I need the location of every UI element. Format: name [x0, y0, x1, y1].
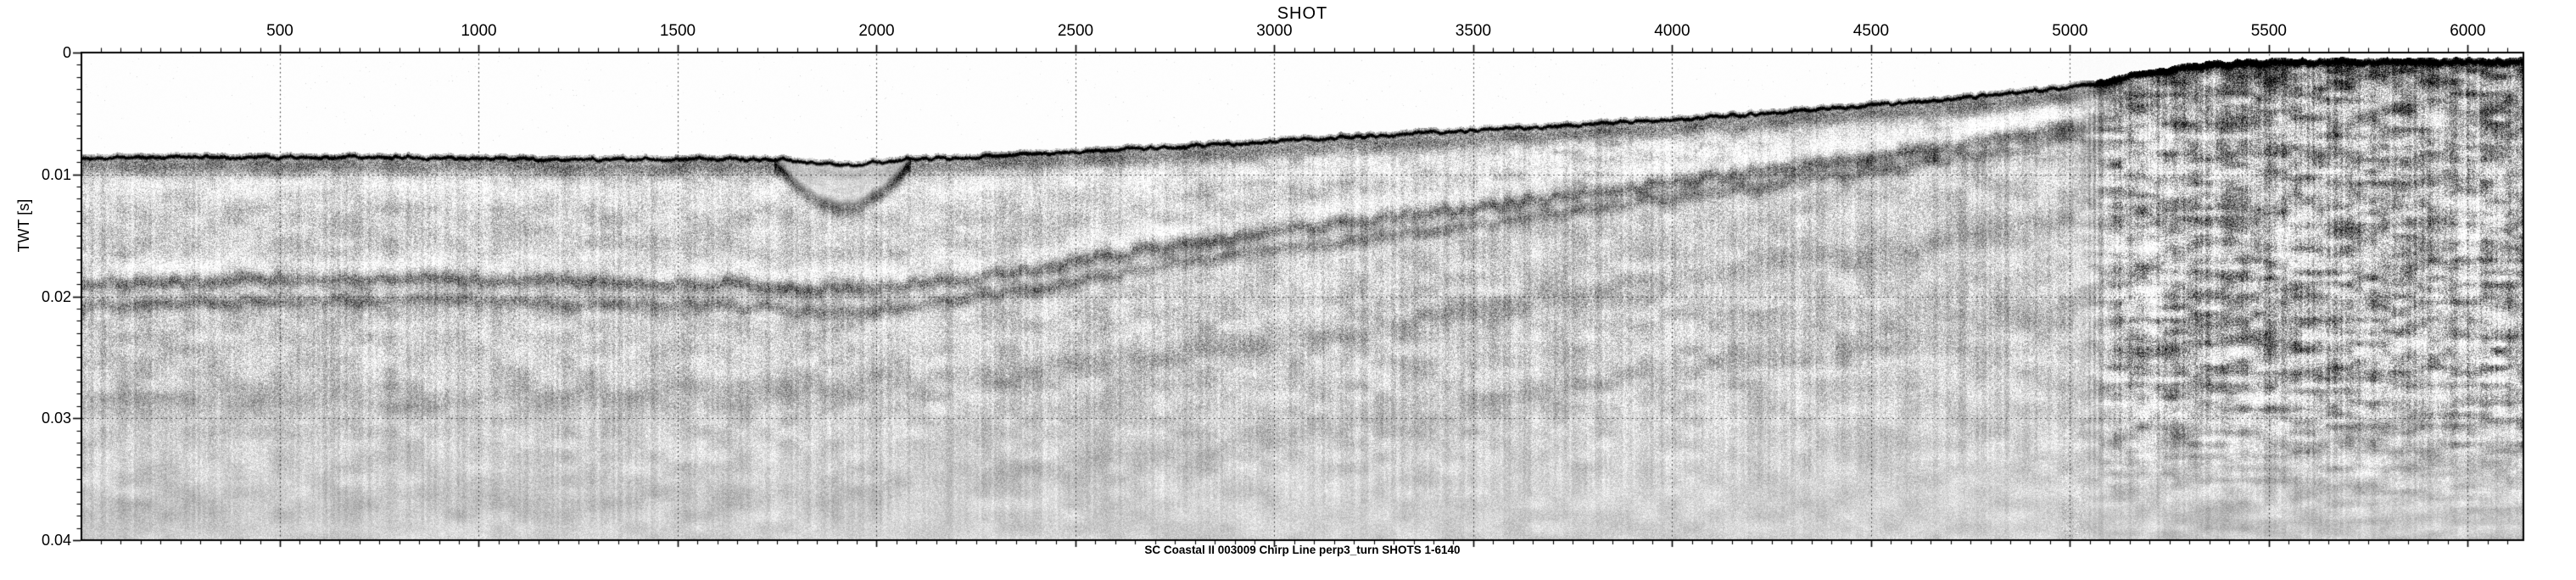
y-tick-label: 0 — [62, 44, 71, 61]
x-tick-label: 3500 — [1455, 22, 1492, 40]
x-tick-label: 1500 — [659, 22, 696, 40]
y-tick-label: 0.02 — [41, 287, 71, 305]
x-tick-label: 2000 — [858, 22, 895, 40]
x-tick-label: 500 — [266, 22, 293, 40]
y-axis-title: TWT [s] — [15, 198, 32, 253]
x-tick-label: 6000 — [2450, 22, 2486, 40]
y-tick-label: 0.01 — [41, 165, 71, 183]
figure-caption: SC Coastal II 003009 Chirp Line perp3_tu… — [1144, 544, 1461, 556]
x-tick-label: 5500 — [2250, 22, 2287, 40]
x-tick-label: 4000 — [1654, 22, 1690, 40]
y-tick-label: 0.03 — [41, 410, 71, 427]
y-tick-label: 0.04 — [41, 532, 71, 549]
x-axis-title: SHOT — [1277, 4, 1328, 23]
x-tick-label: 1000 — [461, 22, 497, 40]
x-tick-label: 2500 — [1057, 22, 1094, 40]
x-tick-label: 4500 — [1852, 22, 1890, 40]
x-tick-label: 3000 — [1256, 22, 1293, 40]
x-tick-label: 5000 — [2052, 22, 2088, 40]
